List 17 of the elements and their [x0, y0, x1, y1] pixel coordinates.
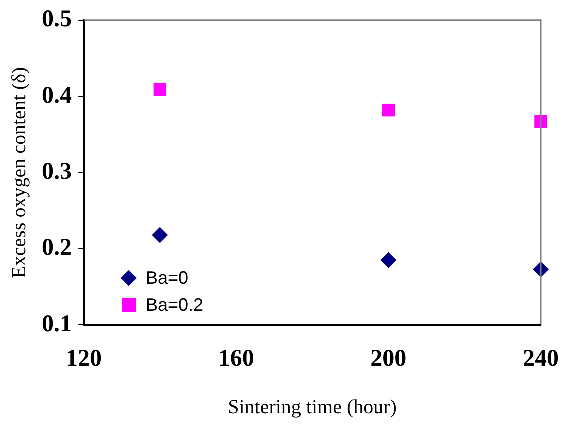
x-tick-label: 200	[370, 346, 407, 372]
x-axis-title: Sintering time (hour)	[228, 396, 397, 418]
point	[152, 227, 168, 244]
x-tick-label: 240	[523, 346, 559, 372]
point	[154, 83, 167, 96]
y-tick-label: 0.5	[42, 6, 72, 33]
x-tick-label: 120	[66, 346, 102, 372]
point	[380, 252, 397, 268]
x-tick-label: 160	[218, 346, 254, 372]
y-tick-label: 0.4	[42, 82, 72, 109]
y-tick-label: 0.2	[42, 235, 72, 262]
legend-label: Ba=0	[146, 268, 189, 288]
y-tick-label: 0.1	[42, 311, 72, 338]
y-tick-label: 0.3	[42, 159, 72, 186]
y-axis-title: Excess oxygen content (δ)	[8, 67, 30, 278]
point	[382, 104, 396, 117]
legend-label: Ba=0.2	[146, 295, 204, 316]
